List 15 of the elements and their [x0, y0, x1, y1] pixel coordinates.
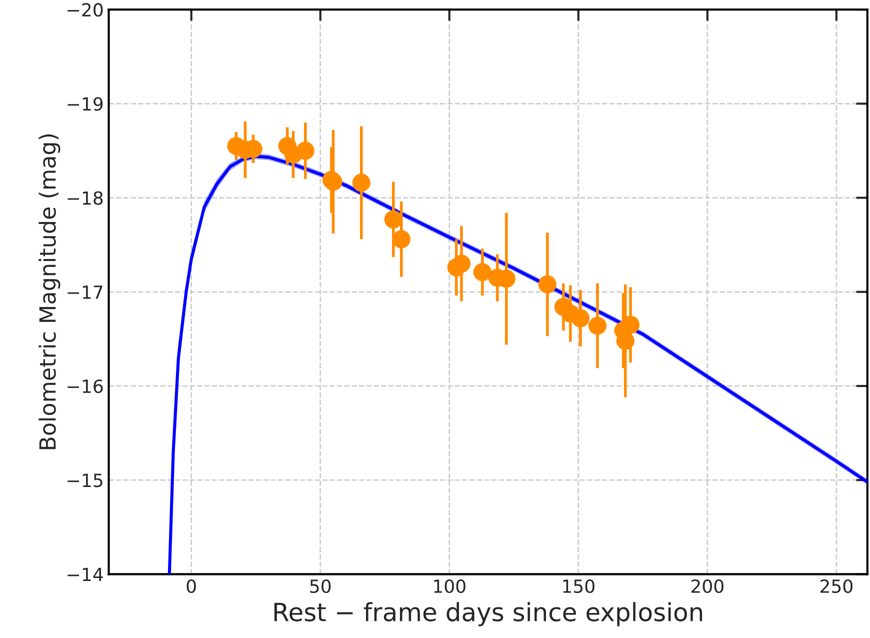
x-tick-label: 150: [563, 579, 594, 594]
y-axis-title: Bolometric Magnitude (mag): [38, 134, 60, 450]
y-tick-label: −14: [68, 568, 103, 582]
y-tick-label: −16: [68, 379, 103, 394]
x-tick-label: 250: [820, 579, 852, 594]
y-tick-label: −17: [68, 286, 102, 299]
y-tick-label: −15: [68, 474, 102, 488]
x-tick-label: 200: [691, 579, 724, 594]
y-tick-label: −19: [68, 97, 103, 111]
y-tick-label: −20: [68, 3, 103, 17]
x-tick-label: 0: [186, 579, 196, 594]
x-axis-title: Rest − frame days since explosion: [274, 602, 702, 626]
x-tick-label: 50: [310, 579, 331, 594]
y-tick-label: −18: [68, 191, 103, 205]
x-tick-label: 100: [434, 579, 466, 594]
